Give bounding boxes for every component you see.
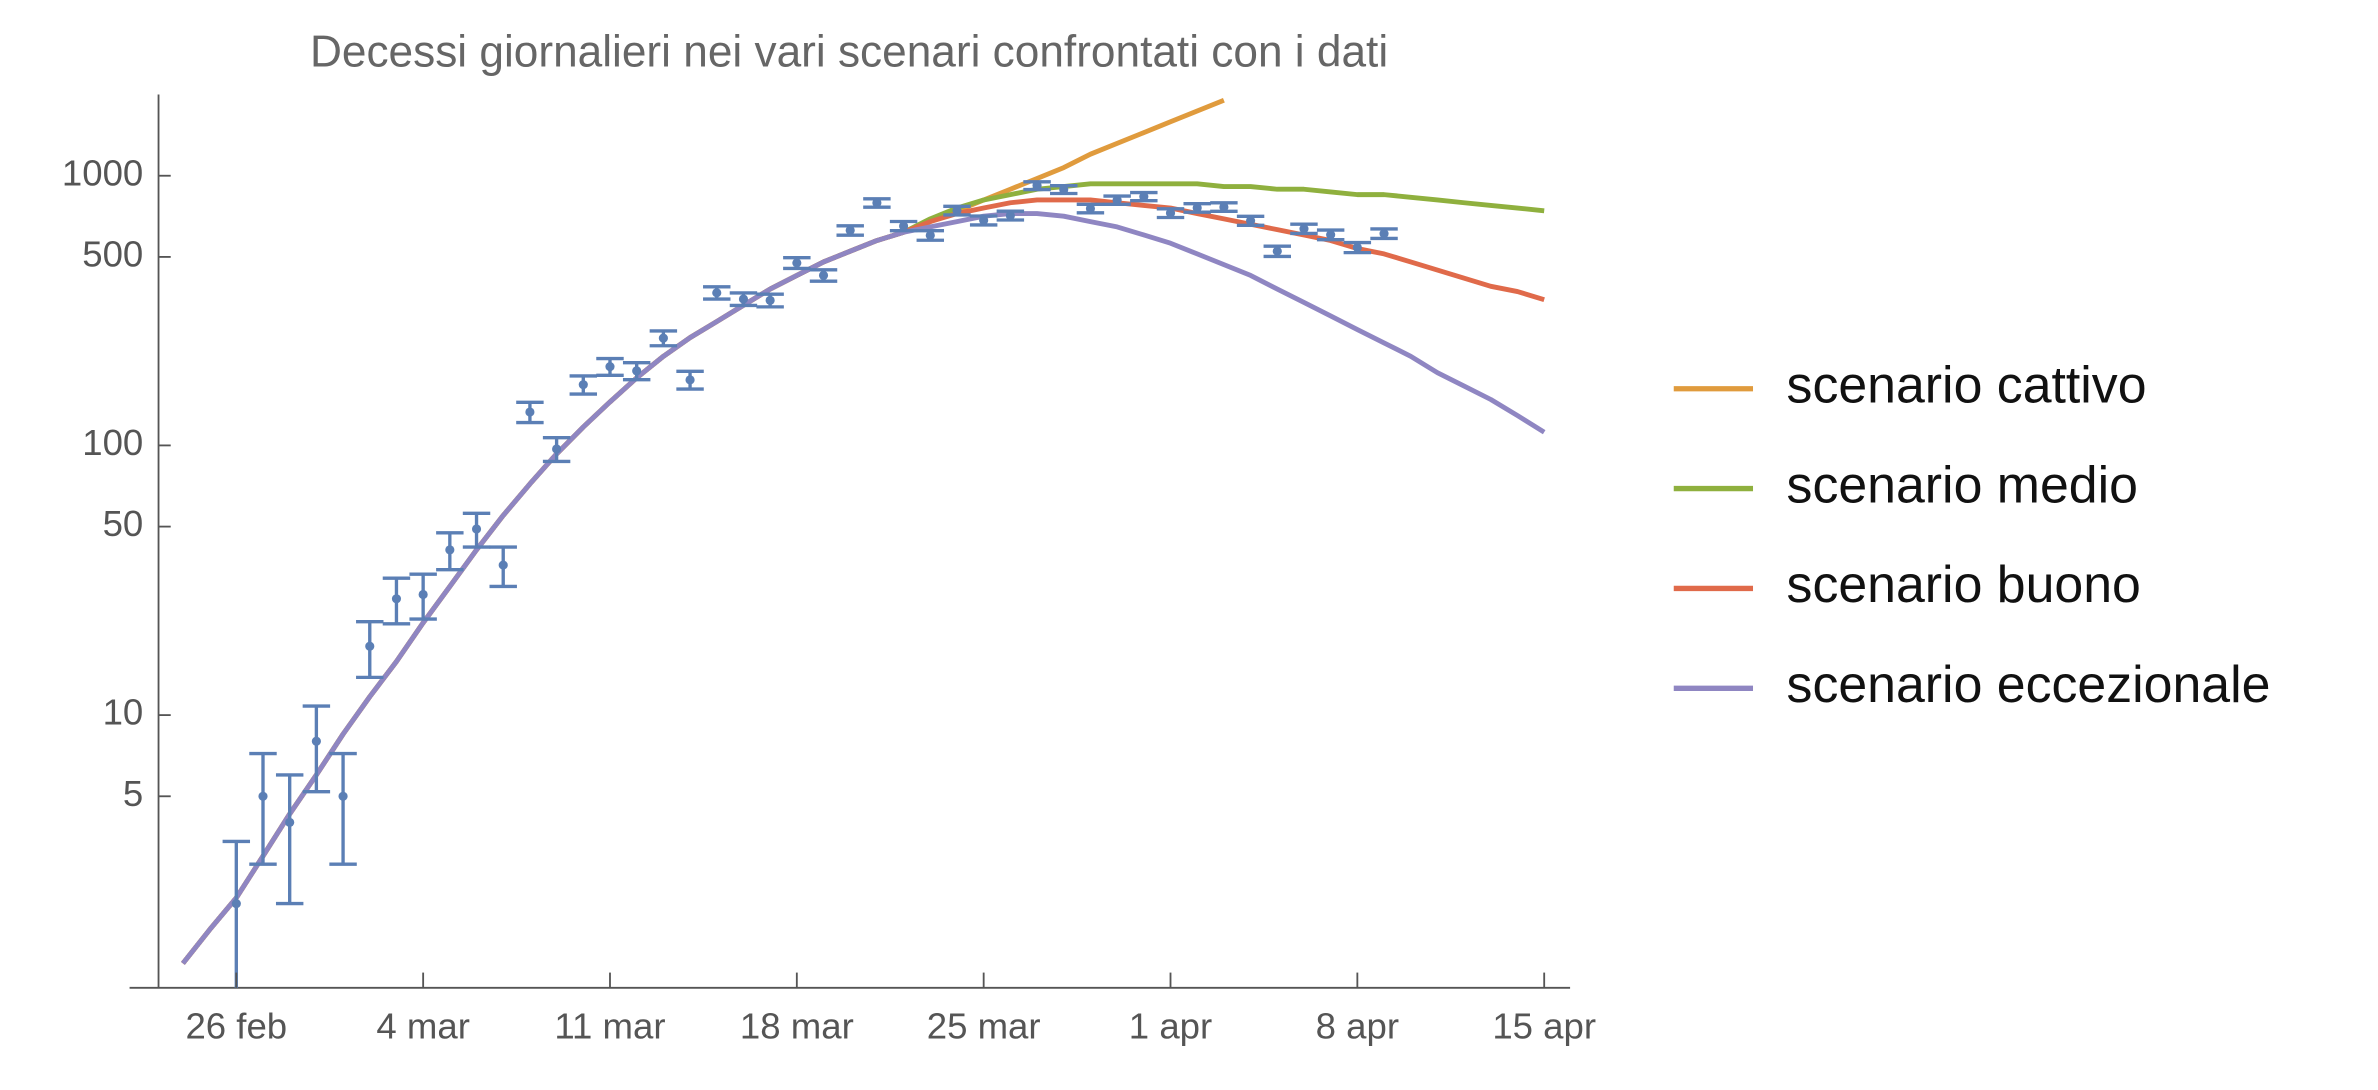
data-point — [471, 524, 482, 534]
data-point — [1005, 210, 1015, 221]
data-point — [1032, 181, 1042, 191]
data-point — [418, 589, 428, 600]
error-bar — [275, 773, 304, 906]
data-point — [231, 899, 241, 909]
y-tick-label: 5 — [123, 773, 143, 814]
data-point — [311, 736, 321, 746]
data-point — [498, 560, 508, 570]
data-point — [445, 545, 455, 555]
error-bar — [302, 704, 331, 794]
data-point — [578, 380, 588, 390]
data-point — [1326, 230, 1336, 240]
data-point — [1272, 246, 1282, 256]
x-tick-label: 15 apr — [1492, 1006, 1596, 1047]
legend-label: scenario buono — [1787, 555, 2141, 613]
y-tick-label: 100 — [82, 422, 143, 463]
data-point — [365, 641, 375, 651]
data-point — [1219, 202, 1229, 212]
data-point — [738, 294, 749, 304]
data-point — [1352, 242, 1362, 253]
data-point — [1059, 184, 1069, 195]
x-tick-label: 11 mar — [554, 1006, 665, 1047]
data-point — [712, 288, 722, 298]
data-point — [979, 215, 989, 225]
y-tick-label: 50 — [103, 503, 144, 544]
data-point — [552, 444, 562, 454]
data-point — [1139, 192, 1149, 202]
data-point — [605, 362, 615, 372]
data-point — [899, 221, 909, 231]
scenario-line — [181, 197, 1545, 965]
data-point — [925, 230, 935, 240]
data-point — [525, 407, 535, 417]
legend-label: scenario eccezionale — [1787, 655, 2271, 713]
data-point — [658, 333, 668, 343]
data-point — [1299, 224, 1309, 234]
y-tick-label: 500 — [82, 234, 143, 275]
x-tick-label: 1 apr — [1129, 1006, 1212, 1047]
data-point — [338, 791, 348, 801]
data-point — [1192, 203, 1202, 213]
data-point — [1112, 195, 1122, 205]
data-point — [818, 270, 829, 280]
data-point — [258, 791, 268, 801]
x-tick-label: 18 mar — [740, 1006, 854, 1047]
error-bar — [329, 751, 357, 866]
chart-title: Decessi giornalieri nei vari scenari con… — [310, 28, 1388, 77]
legend-label: scenario medio — [1787, 455, 2138, 513]
data-point — [1246, 216, 1256, 226]
data-point — [872, 198, 882, 208]
data-point — [391, 594, 402, 604]
x-tick-label: 4 mar — [376, 1006, 469, 1047]
data-point — [792, 258, 802, 268]
scenario-line — [181, 97, 1225, 965]
data-point — [632, 366, 642, 376]
error-bar — [222, 839, 251, 988]
data-point — [685, 375, 695, 385]
y-tick-label: 1000 — [62, 152, 143, 193]
data-point — [1379, 229, 1389, 239]
data-point — [1165, 208, 1176, 218]
data-point — [845, 225, 855, 235]
legend-label: scenario cattivo — [1787, 355, 2147, 413]
plot-area — [181, 97, 1546, 988]
data-point — [765, 295, 775, 305]
data-point — [285, 817, 295, 827]
y-tick-label: 10 — [103, 692, 144, 733]
data-point — [952, 205, 962, 216]
data-point — [1085, 203, 1096, 214]
error-bar — [249, 751, 277, 866]
scenario-line — [181, 211, 1546, 965]
scenario-line — [181, 181, 1545, 965]
x-tick-label: 8 apr — [1316, 1006, 1399, 1047]
x-tick-label: 26 feb — [185, 1006, 287, 1047]
x-tick-label: 25 mar — [927, 1006, 1041, 1047]
